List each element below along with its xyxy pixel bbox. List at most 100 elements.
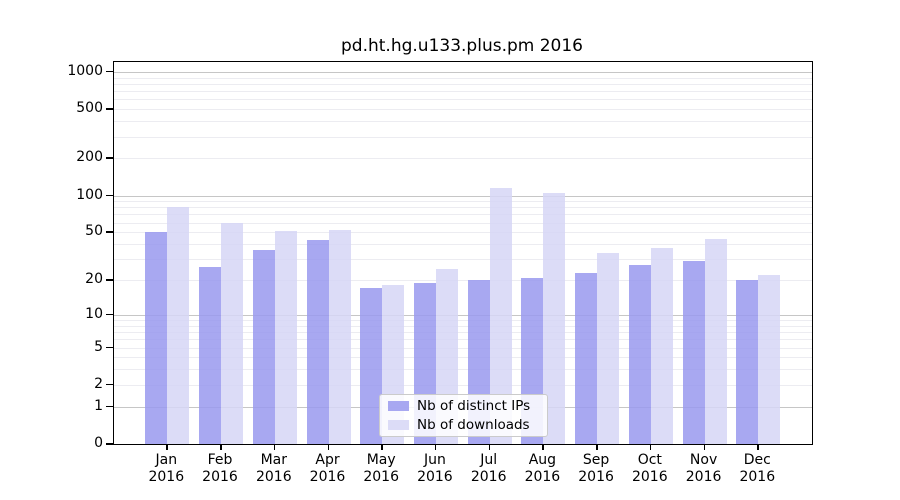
x-tick-jan	[166, 444, 168, 450]
x-tick-label-dec: Dec 2016	[727, 452, 787, 486]
y-tick-label-5: 5	[94, 338, 103, 355]
x-tick-year: 2016	[739, 469, 776, 485]
bar-ips-sep	[575, 272, 598, 444]
x-tick-year: 2016	[309, 469, 346, 485]
legend-item-downloads: Nb of downloads	[388, 417, 547, 433]
gridline-minor-600	[114, 99, 812, 101]
x-tick-label-jul: Jul 2016	[459, 452, 519, 486]
x-tick-label-nov: Nov 2016	[674, 452, 734, 486]
bar-ips-oct	[628, 264, 651, 444]
gridline-minor-800	[114, 83, 812, 85]
x-tick-dec	[757, 444, 759, 450]
bar-downloads-sep	[597, 252, 620, 444]
bar-downloads-jul	[489, 188, 512, 444]
gridline-minor-2	[114, 384, 812, 386]
gridline-minor-4	[114, 357, 812, 359]
bar-downloads-oct	[650, 248, 673, 444]
x-tick-label-apr: Apr 2016	[298, 452, 358, 486]
gridline-minor-200	[114, 158, 812, 160]
gridline-minor-70	[114, 214, 812, 216]
x-tick-year: 2016	[631, 469, 668, 485]
y-tick-label-0: 0	[94, 435, 103, 451]
bar-ips-nov	[682, 260, 705, 444]
bar-ips-apr	[306, 240, 329, 444]
gridline-major-10	[114, 314, 812, 316]
x-tick-month: Jan	[155, 452, 178, 468]
gridline-major-1000	[114, 71, 812, 73]
x-tick-month: Mar	[260, 452, 287, 468]
x-tick-year: 2016	[417, 469, 453, 485]
y-tick-label-2: 2	[94, 375, 103, 392]
x-tick-sep	[596, 444, 598, 450]
gridline-minor-30	[114, 259, 812, 261]
x-tick-month: Oct	[637, 452, 662, 468]
x-tick-mar	[273, 444, 276, 450]
x-tick-feb	[220, 444, 222, 450]
x-tick-month: Aug	[528, 452, 557, 468]
x-tick-year: 2016	[578, 469, 614, 485]
bar-downloads-feb	[221, 222, 243, 444]
y-tick-10	[106, 313, 113, 316]
bar-ips-jan	[145, 232, 168, 444]
x-tick-month: Jul	[480, 452, 498, 468]
plot-area: Nb of distinct IPs Nb of downloads	[113, 61, 813, 445]
y-tick-label-1: 1	[94, 397, 103, 414]
bar-ips-mar	[252, 249, 275, 444]
y-tick-label-50: 50	[85, 223, 103, 240]
gridline-minor-7	[114, 332, 812, 333]
gridline-minor-8	[114, 325, 812, 327]
legend-label-distinct-ips: Nb of distinct IPs	[417, 398, 531, 414]
gridline-minor-20	[114, 280, 812, 281]
y-tick-20	[106, 279, 113, 281]
x-tick-label-mar: Mar 2016	[244, 452, 304, 486]
legend-item-distinct-ips: Nb of distinct IPs	[388, 398, 547, 414]
bar-downloads-mar	[274, 231, 297, 444]
bar-ips-may	[360, 288, 383, 444]
gridline-minor-40	[114, 244, 812, 245]
x-tick-month: May	[366, 452, 396, 468]
y-tick-label-1000: 1000	[67, 62, 103, 79]
bar-downloads-jan	[167, 207, 190, 444]
gridline-minor-6	[114, 339, 812, 341]
x-tick-nov	[703, 444, 706, 450]
x-tick-apr	[327, 444, 329, 450]
gridline-minor-80	[114, 207, 812, 209]
x-tick-label-jun: Jun 2016	[405, 452, 465, 486]
x-tick-label-aug: Aug 2016	[512, 452, 572, 486]
x-tick-oct	[649, 444, 652, 450]
bar-downloads-dec	[758, 275, 781, 444]
x-tick-year: 2016	[148, 469, 185, 485]
x-tick-year: 2016	[470, 469, 507, 485]
y-tick-label-200: 200	[76, 149, 103, 166]
gridline-minor-500	[114, 109, 812, 111]
legend-swatch-distinct-ips	[388, 401, 409, 411]
gridline-minor-700	[114, 91, 812, 93]
x-tick-month: Nov	[689, 452, 718, 468]
legend: Nb of distinct IPs Nb of downloads	[379, 394, 548, 437]
bar-ips-dec	[736, 280, 759, 444]
x-tick-year: 2016	[202, 469, 238, 485]
x-tick-aug	[542, 444, 544, 450]
x-tick-month: Dec	[743, 452, 771, 468]
gridline-minor-50	[114, 232, 812, 234]
x-tick-label-jan: Jan 2016	[136, 452, 196, 486]
x-tick-may	[381, 444, 383, 450]
chart-title: pd.ht.hg.u133.plus.pm 2016	[341, 36, 583, 56]
bar-downloads-nov	[704, 239, 727, 444]
y-tick-100	[106, 194, 113, 196]
x-tick-year: 2016	[524, 469, 561, 485]
x-tick-month: Apr	[315, 452, 340, 468]
y-tick-500	[106, 108, 113, 110]
y-tick-200	[106, 157, 113, 159]
gridline-minor-90	[114, 201, 812, 203]
x-tick-month: Sep	[582, 452, 610, 468]
x-tick-year: 2016	[685, 469, 722, 485]
x-tick-label-feb: Feb 2016	[190, 452, 250, 486]
x-tick-label-sep: Sep 2016	[566, 452, 626, 486]
gridline-minor-300	[114, 136, 812, 138]
gridline-major-100	[114, 195, 812, 197]
y-tick-2	[106, 383, 113, 386]
gridline-minor-900	[114, 77, 812, 79]
x-tick-year: 2016	[363, 469, 399, 485]
x-tick-month: Feb	[207, 452, 233, 468]
